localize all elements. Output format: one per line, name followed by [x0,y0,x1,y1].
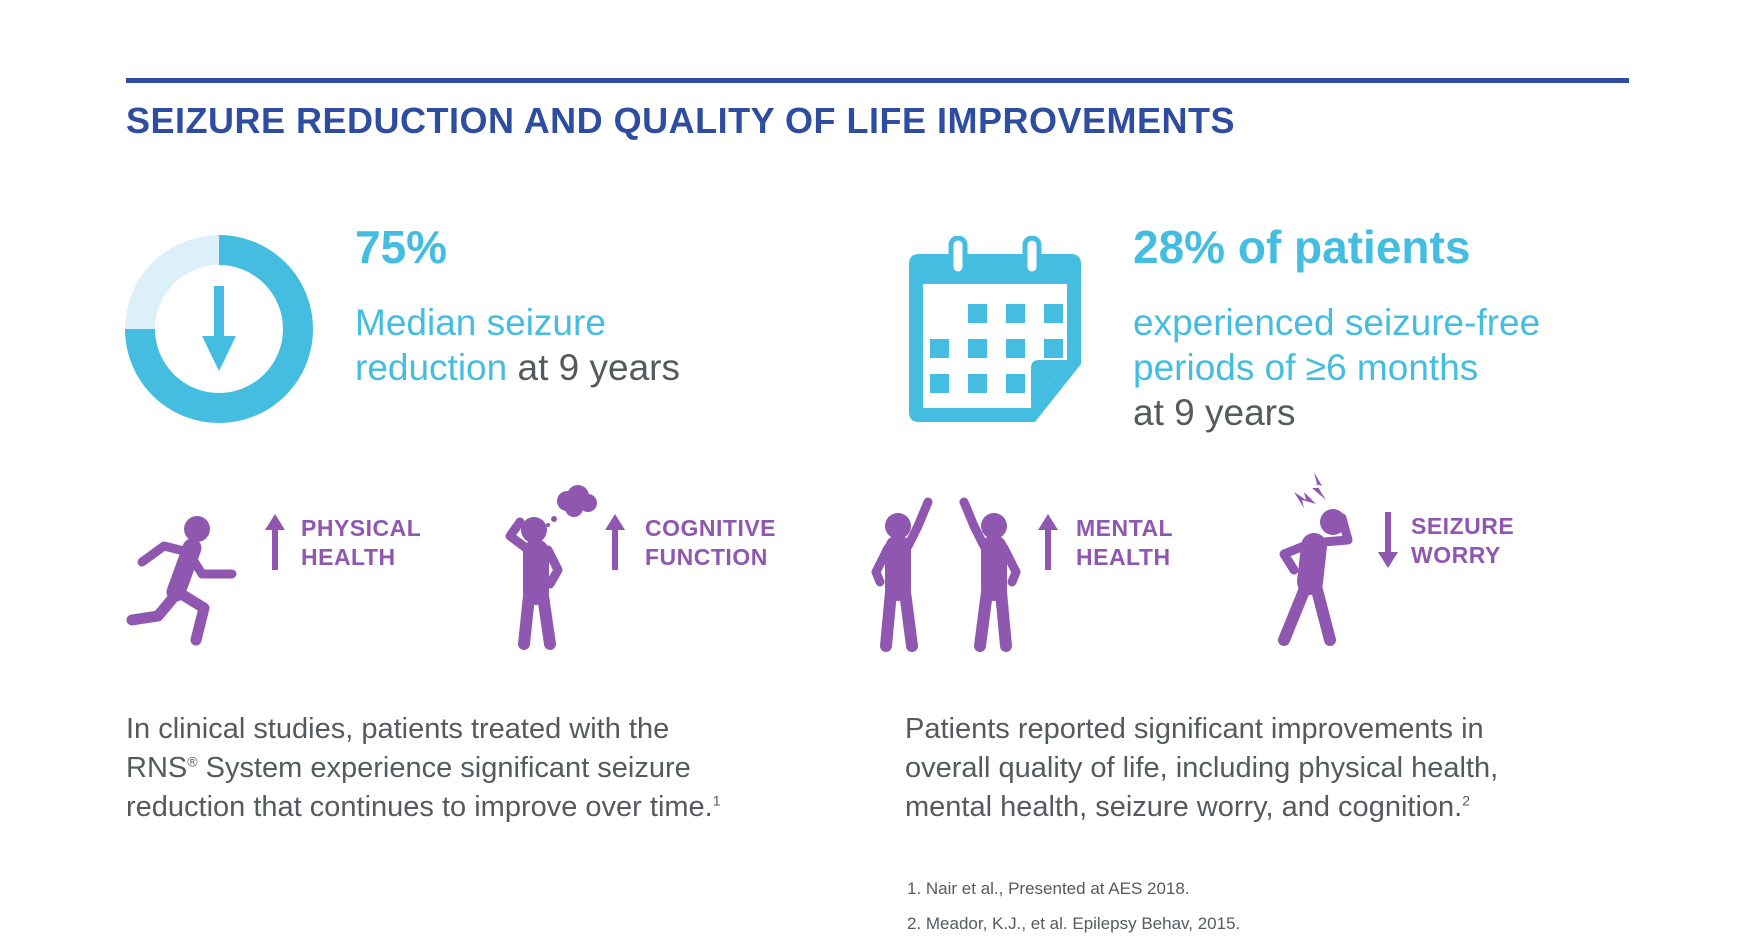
stat-reduction-line1: Median seizure [355,302,606,343]
arrow-up-icon [605,514,625,570]
calendar-icon [909,236,1081,422]
paragraph-left-line3: reduction that continues to improve over… [126,791,713,823]
stat-reduction-rest: at 9 years [507,347,680,388]
qol-mental-health-label: MENTAL HEALTH [1076,514,1173,572]
paragraph-right-line2: overall quality of life, including physi… [905,752,1499,784]
qol-seizure-worry-line2: WORRY [1411,542,1501,568]
reference-1: 1 [712,792,721,809]
stat-reduction-value: 75% [355,221,448,273]
qol-mental-line2: HEALTH [1076,544,1171,570]
qol-cognitive-function-label: COGNITIVE FUNCTION [645,514,776,572]
qol-physical-health-label: PHYSICAL HEALTH [301,514,421,572]
qol-physical-line2: HEALTH [301,544,396,570]
stat-reduction-text: Median seizure reduction at 9 years [355,300,680,390]
qol-seizure-worry-label: SEIZURE WORRY [1411,512,1514,570]
cheering-people-icon [871,497,1021,652]
reference-2: 2 [1462,792,1470,809]
footnote-2: 2. Meador, K.J., et al. Epilepsy Behav, … [907,914,1241,933]
paragraph-left-line1: In clinical studies, patients treated wi… [126,713,670,745]
stat-seizure-free-line3: at 9 years [1133,392,1296,433]
qol-physical-line1: PHYSICAL [301,515,422,541]
footnote-1: 1. Nair et al., Presented at AES 2018. [907,879,1190,898]
paragraph-left: In clinical studies, patients treated wi… [126,710,721,827]
qol-cognitive-line2: FUNCTION [645,544,768,570]
qol-seizure-worry-line1: SEIZURE [1411,513,1515,539]
stat-seizure-free-line1: experienced seizure-free [1133,302,1541,343]
qol-mental-line1: MENTAL [1076,515,1174,541]
arrow-down-icon [1378,512,1398,568]
arrow-up-icon [1038,514,1058,570]
stat-seizure-free-line2: periods of ≥6 months [1133,347,1479,388]
qol-cognitive-line1: COGNITIVE [645,515,777,541]
paragraph-left-line2b: System experience significant seizure [197,752,691,784]
page-title: SEIZURE REDUCTION AND QUALITY OF LIFE IM… [126,100,1236,141]
stat-seizure-free-value: 28% of patients [1133,221,1471,273]
paragraph-right: Patients reported significant improvemen… [905,710,1498,827]
running-person-icon [126,516,237,646]
registered-mark: ® [187,753,198,770]
headache-person-icon [1278,472,1353,646]
down-arrow-donut-icon [125,235,313,423]
paragraph-right-line1: Patients reported significant improvemen… [905,713,1484,745]
paragraph-left-line2a: RNS [126,752,188,784]
top-rule [126,78,1629,83]
stat-reduction-highlight: reduction [355,347,508,388]
stat-seizure-free-text: experienced seizure-free periods of ≥6 m… [1133,300,1540,435]
paragraph-right-line3: mental health, seizure worry, and cognit… [905,791,1463,823]
arrow-up-icon [265,514,285,570]
thinking-person-icon [505,485,597,650]
